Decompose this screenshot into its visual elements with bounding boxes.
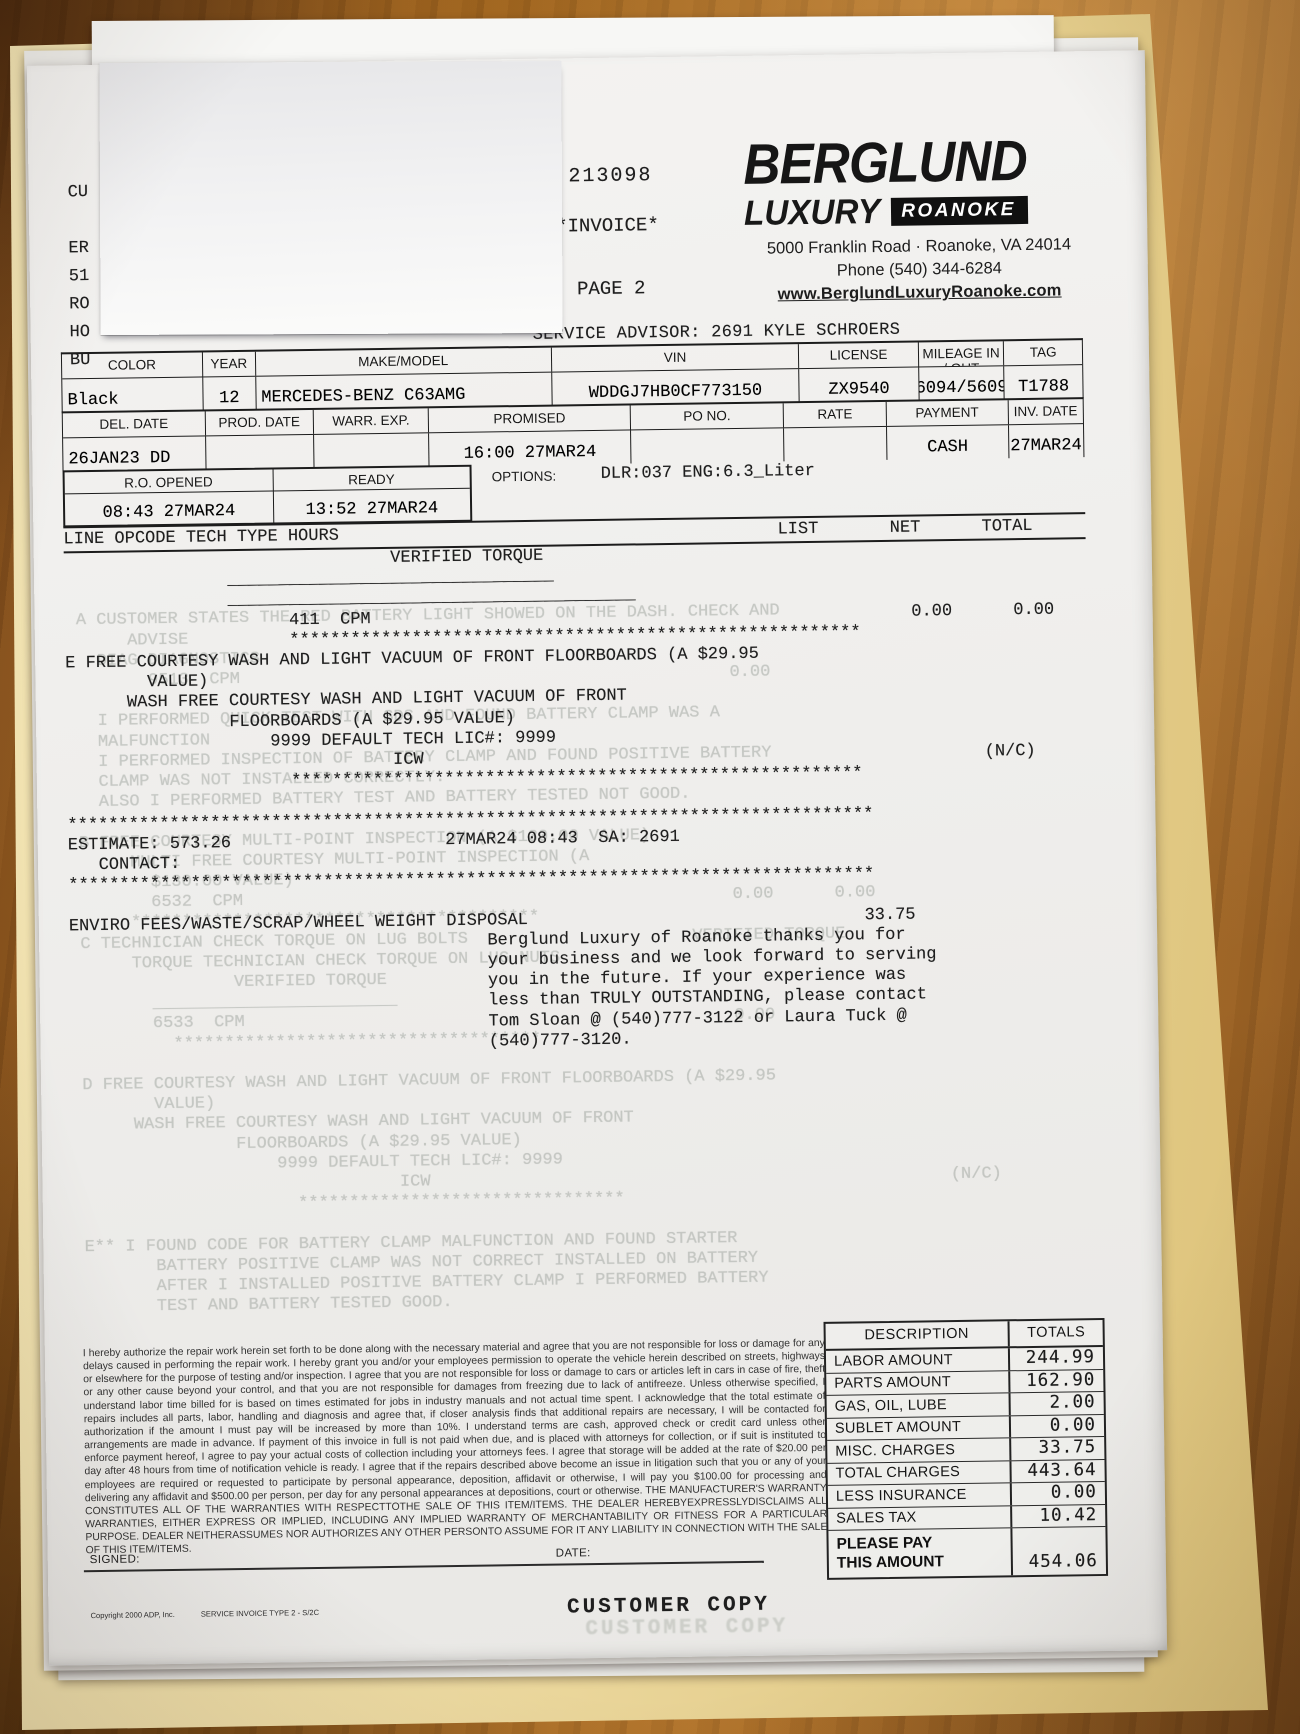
inv-date-value: 27MAR24 <box>1010 436 1082 457</box>
misc-charges-value: 33.75 <box>1038 1437 1097 1458</box>
gas-oil-lube-value: 2.00 <box>1049 1392 1096 1413</box>
labor-amount-label: LABOR AMOUNT <box>825 1348 1011 1373</box>
invoice-number: 213098 <box>568 164 653 189</box>
column-header-prod-date: PROD. DATE <box>205 409 314 436</box>
totals-header-totals: TOTALS <box>1027 1324 1086 1342</box>
prod-date-value <box>205 434 315 470</box>
rate-value <box>784 426 888 462</box>
column-header-rate: RATE <box>783 401 888 428</box>
column-header-mileage: MILEAGE IN / OUT <box>918 341 1005 367</box>
totals-header-description: DESCRIPTION <box>825 1321 1010 1349</box>
column-header-warr-exp: WARR. EXP. <box>313 408 430 434</box>
gas-oil-lube-label: GAS, OIL, LUBE <box>826 1393 1011 1418</box>
dealer-address-block: 5000 Franklin Road · Roanoke, VA 24014 P… <box>751 233 1087 307</box>
page-number: PAGE 2 <box>576 277 646 301</box>
column-header-ro-opened: R.O. OPENED <box>64 469 274 494</box>
less-insurance-label: LESS INSURANCE <box>827 1483 1013 1508</box>
column-header-inv-date: INV. DATE <box>1013 403 1078 420</box>
dealer-address: 5000 Franklin Road · Roanoke, VA 24014 <box>766 235 1072 258</box>
column-header-ready: READY <box>348 471 395 488</box>
legal-disclaimer-text: I hereby authorize the repair work herei… <box>82 1337 828 1557</box>
sublet-amount-value: 0.00 <box>1049 1414 1097 1436</box>
column-header-make-model: MAKE/MODEL <box>255 347 552 376</box>
less-insurance-value: 0.00 <box>1050 1482 1098 1503</box>
dealer-logo-sub: LUXURY <box>743 191 881 233</box>
blank-note-covering-customer-info <box>99 60 563 336</box>
totals-table: DESCRIPTION TOTALS LABOR AMOUNT 244.99 PA… <box>823 1317 1109 1580</box>
dealer-website-link: www.BerglundLuxuryRoanoke.com <box>777 281 1062 304</box>
column-header-promised: PROMISED <box>428 405 632 433</box>
column-header-po-no: PO NO. <box>630 403 785 430</box>
invoice-body-text: VERIFIED TORQUE ________________________… <box>63 546 1055 1058</box>
ro-opened-value: 08:43 27MAR24 <box>64 491 274 526</box>
column-header-year: YEAR <box>202 351 257 377</box>
ro-times-table: R.O. OPENED READY 08:43 27MAR24 13:52 27… <box>62 464 473 528</box>
please-pay-value: 454.06 <box>1028 1551 1099 1573</box>
sales-tax-label: SALES TAX <box>828 1505 1013 1530</box>
copyright-text: Copyright 2000 ADP, Inc. <box>90 1609 175 1621</box>
form-code: SERVICE INVOICE TYPE 2 - S/2C <box>200 1607 320 1619</box>
vehicle-make-model: MERCEDES-BENZ C63AMG <box>256 372 553 410</box>
column-header-color: COLOR <box>61 352 203 379</box>
customer-code-fragment: CU <box>67 183 89 203</box>
vehicle-year: 12 <box>203 376 257 411</box>
dealer-logo-name: BERGLUND <box>742 128 1028 197</box>
parts-amount-label: PARTS AMOUNT <box>826 1370 1011 1395</box>
dealer-logo-badge: ROANOKE <box>891 195 1029 226</box>
options-label: OPTIONS: <box>491 468 557 485</box>
order-info-table: DEL. DATE PROD. DATE WARR. EXP. PROMISED… <box>61 397 1085 472</box>
signature-line <box>83 1560 764 1573</box>
total-charges-value: 443.64 <box>1027 1459 1097 1481</box>
parts-amount-value: 162.90 <box>1025 1369 1096 1391</box>
vehicle-mileage: 56094/56097 <box>918 366 1006 401</box>
warr-exp-value <box>313 433 430 468</box>
payment-value: CASH <box>887 425 1009 460</box>
column-header-vin: VIN <box>551 344 800 372</box>
vehicle-vin: WDDGJ7HB0CF773150 <box>551 369 801 406</box>
vehicle-color: Black <box>62 377 204 413</box>
invoice-label: *INVOICE* <box>556 214 659 238</box>
column-header-tag: TAG <box>1029 344 1057 360</box>
column-header-payment: PAYMENT <box>886 400 1009 426</box>
form-copyright-line: Copyright 2000 ADP, Inc. SERVICE INVOICE … <box>90 1607 345 1621</box>
options-value: DLR:037 ENG:6.3_Liter <box>600 461 816 484</box>
sales-tax-value: 10.42 <box>1039 1504 1098 1526</box>
del-date-value: 26JAN23 DD <box>63 436 207 472</box>
labor-amount-value: 244.99 <box>1025 1347 1096 1369</box>
dealer-logo: BERGLUND LUXURY ROANOKE <box>742 128 1089 234</box>
total-charges-label: TOTAL CHARGES <box>827 1460 1012 1485</box>
promised-value: 16:00 27MAR24 <box>429 430 632 467</box>
vehicle-tag: T1788 <box>1018 377 1070 398</box>
ready-value: 13:52 27MAR24 <box>305 499 439 521</box>
column-header-license: LICENSE <box>799 342 919 369</box>
please-pay-label: PLEASE PAY THIS AMOUNT <box>828 1528 1014 1578</box>
column-header-del-date: DEL. DATE <box>62 411 206 438</box>
po-no-value <box>631 428 785 464</box>
vehicle-license: ZX9540 <box>799 367 920 403</box>
misc-charges-label: MISC. CHARGES <box>827 1438 1012 1463</box>
sublet-amount-label: SUBLET AMOUNT <box>826 1415 1012 1440</box>
